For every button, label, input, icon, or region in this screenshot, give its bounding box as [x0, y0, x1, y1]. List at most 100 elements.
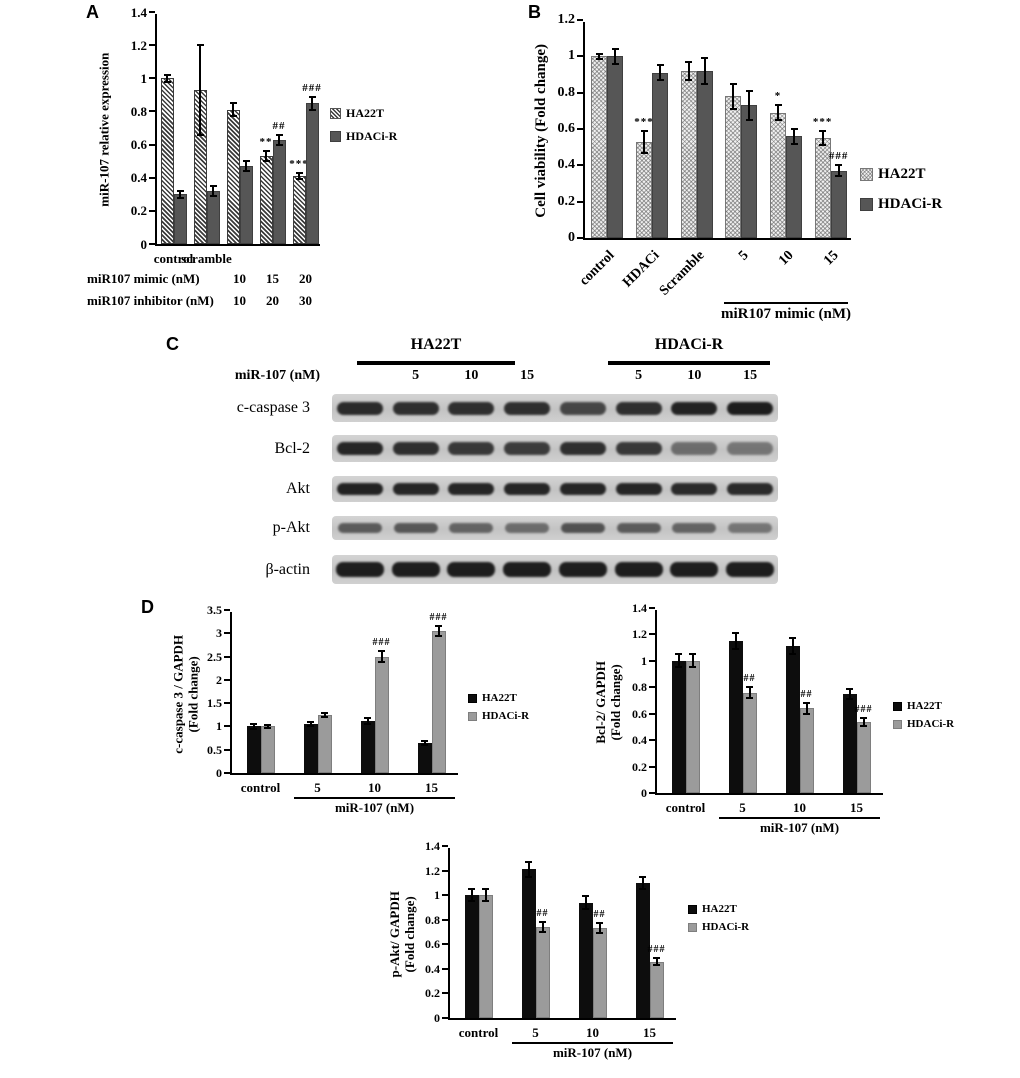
error-bar-cap [701, 82, 709, 85]
y-axis-tick [649, 739, 655, 742]
error-bar-cap [639, 875, 646, 878]
blot-row-label: c-caspase 3 [236, 399, 310, 416]
error-bar [837, 165, 840, 177]
bar-hdaci-r [786, 136, 802, 238]
significance-annotation: ### [647, 943, 666, 955]
x-group-bracket [724, 302, 848, 304]
legend-entry: HA22T [860, 166, 942, 183]
y-axis-tick [224, 678, 230, 681]
y-axis-tick [224, 772, 230, 774]
legend-entry: HDACi-R [330, 129, 397, 144]
error-bar-cap [308, 95, 316, 98]
y-axis-tick [224, 702, 230, 705]
legend-label: HDACi-R [878, 196, 943, 212]
error-bar-cap [250, 727, 257, 730]
y-axis-tick-label: 3.5 [207, 603, 222, 617]
blot-dose-value: 5 [635, 368, 643, 383]
bar-ha22t [160, 78, 174, 244]
significance-annotation: *** [634, 115, 654, 128]
legend-label: HA22T [482, 692, 517, 704]
error-bar-cap [176, 189, 184, 192]
legend-swatch-solid-dark [330, 131, 341, 142]
error-bar [584, 896, 587, 909]
error-bar [252, 724, 255, 729]
error-bar-cap [746, 696, 753, 699]
y-axis-tick [577, 91, 583, 94]
y-axis-tick-label: 1 [568, 48, 575, 64]
bar-ha22t [785, 646, 800, 793]
error-bar-cap [209, 194, 217, 197]
blot-group-header-ha22t: HA22T [410, 336, 462, 353]
bar-ha22t [636, 141, 652, 238]
bar-ha22t [521, 869, 536, 1018]
error-bar-cap [803, 712, 810, 715]
error-bar [777, 105, 779, 120]
bar-hdaci-r [374, 656, 389, 773]
blot-band [559, 483, 606, 495]
legend-label: HDACi-R [482, 710, 530, 722]
y-axis-tick-label: 0.5 [207, 742, 222, 757]
significance-annotation: *** [812, 115, 833, 128]
y-axis-tick-label: 0.2 [425, 986, 440, 1001]
error-bar [541, 922, 544, 932]
error-bar-cap [596, 922, 603, 925]
error-bar-cap [653, 964, 660, 967]
y-axis-tick [149, 176, 155, 179]
significance-annotation: ## [536, 908, 549, 920]
bar-ha22t [246, 726, 261, 773]
error-bar [793, 129, 795, 144]
legend-entry: HDACi-R [468, 710, 529, 722]
error-bar-cap [295, 171, 303, 174]
blot-band [392, 442, 439, 455]
error-bar-cap [689, 666, 696, 669]
blot-strip [332, 516, 778, 540]
category-label: control [153, 251, 194, 266]
bar-hdaci-r [856, 721, 871, 793]
error-bar-cap [701, 57, 709, 60]
y-axis-tick-label: 0.4 [557, 157, 576, 173]
blot-band [448, 442, 495, 455]
blot-band [728, 523, 773, 533]
blot-band [559, 442, 606, 455]
y-axis-tick [149, 209, 155, 212]
legend-entry: HA22T [688, 903, 749, 915]
error-bar [527, 861, 530, 877]
legend-swatch-solid-dark [860, 198, 873, 211]
bar-ha22t [680, 70, 697, 238]
error-bar-cap [745, 118, 753, 121]
blot-band [615, 483, 662, 495]
legend-label: HA22T [702, 903, 737, 915]
error-bar-cap [468, 888, 475, 890]
blot-band [559, 401, 606, 415]
error-bar-cap [611, 62, 619, 65]
error-bar-cap [819, 129, 827, 132]
error-bar-cap [364, 722, 371, 725]
error-bar-cap [582, 895, 589, 898]
error-bar-cap [295, 178, 303, 181]
error-bar [265, 151, 267, 162]
blot-dose-value: 5 [412, 368, 420, 383]
legend-swatch-solid-gray [468, 711, 477, 721]
x-axis-row-label: miR107 mimic (nM) [87, 271, 200, 286]
legend-label: HDACi-R [346, 129, 398, 143]
blot-band [449, 523, 494, 533]
error-bar-cap [640, 151, 648, 154]
y-axis-tick-label: 1.2 [130, 37, 147, 53]
legend-entry: HDACi-R [860, 196, 942, 213]
legend-label: HA22T [907, 700, 942, 712]
x-axis-row-value: 10 [233, 271, 246, 286]
y-axis-tick [149, 44, 155, 47]
y-axis-tick [442, 894, 448, 897]
blot-band [337, 523, 382, 533]
blot-band [448, 401, 495, 415]
blot-strip [332, 435, 778, 462]
x-axis-row-value: 15 [266, 271, 279, 286]
legend-entry: HA22T [468, 692, 529, 704]
plot-area: 0 0.2 0.4 0.6 0.8 1 1.2 1.4 ## ## ### control 5 10 15 m… [632, 602, 883, 835]
error-bar [703, 58, 706, 84]
error-bar-cap [539, 921, 546, 924]
significance-annotation: ### [429, 612, 448, 624]
y-axis-tick-label: 0.8 [632, 680, 647, 695]
bar-ha22t [814, 138, 831, 238]
category-label: 15 [425, 780, 438, 795]
